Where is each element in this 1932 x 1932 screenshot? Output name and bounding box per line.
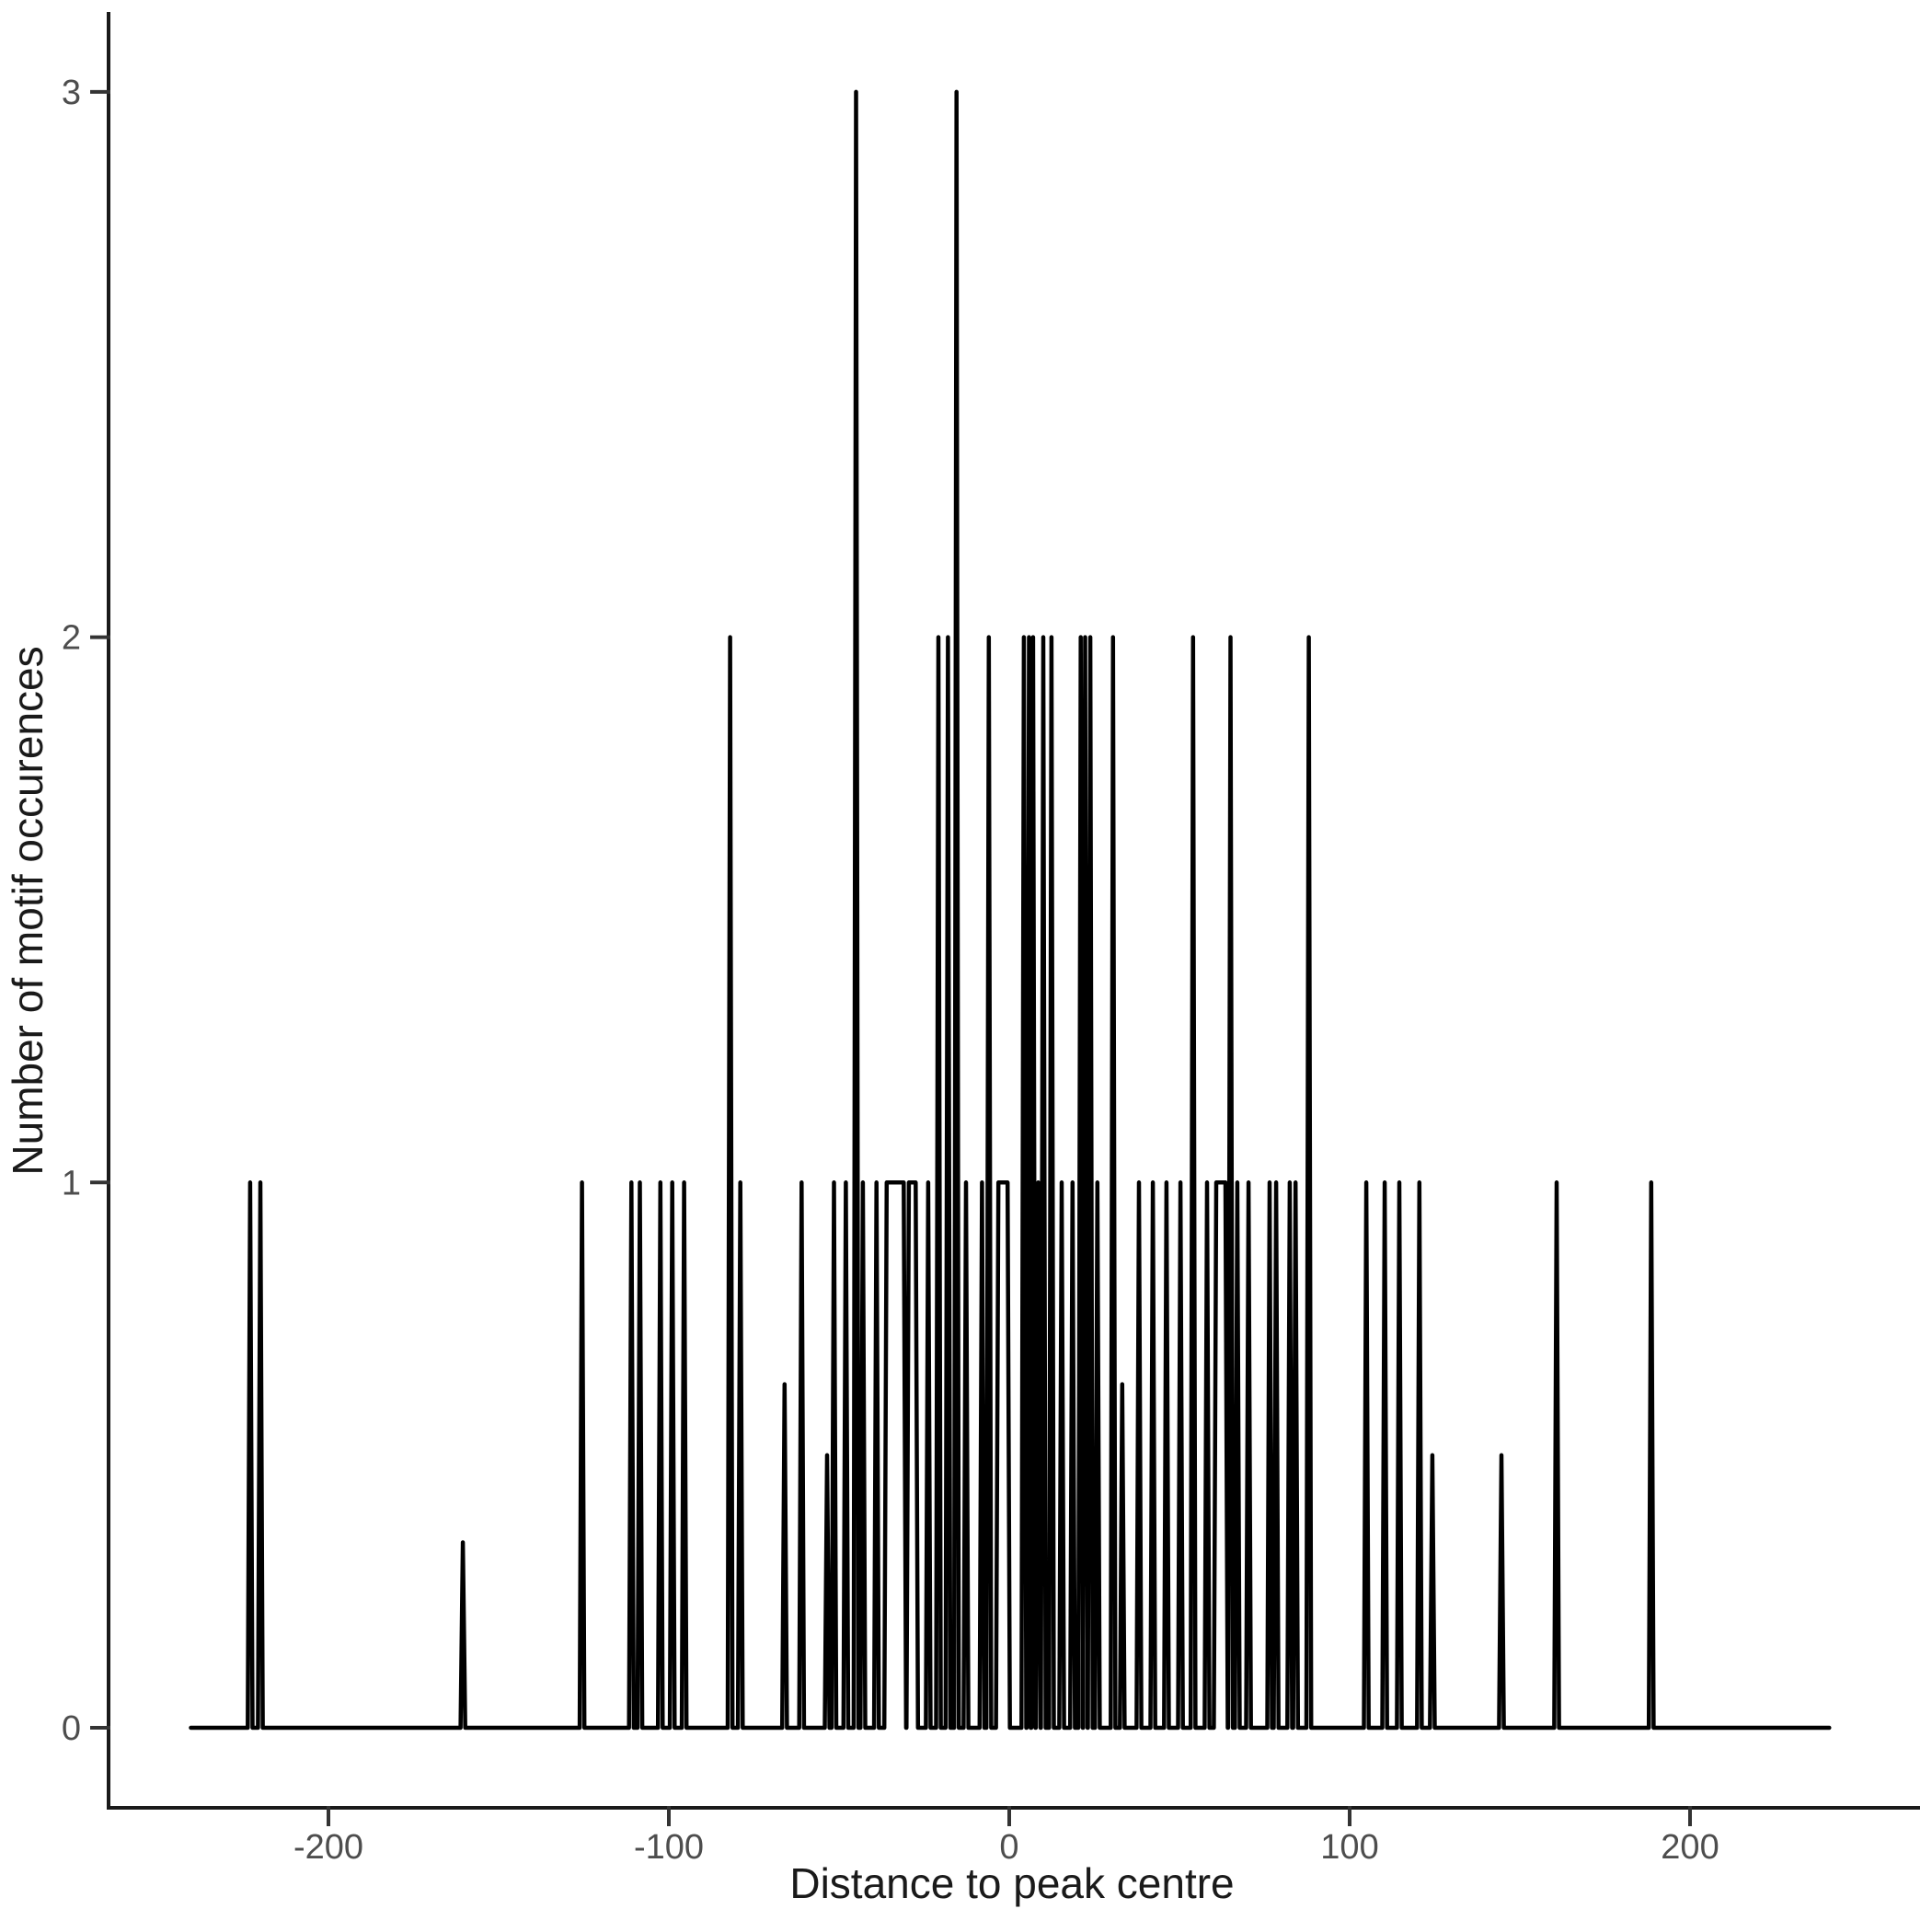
x-axis-title: Distance to peak centre	[789, 1859, 1234, 1907]
x-tick-label: -100	[634, 1828, 704, 1867]
axis-ticks: -200 -100 0 100 200 0 1 2 3	[62, 74, 1719, 1867]
y-tick-label: 2	[62, 619, 81, 658]
y-tick-label: 3	[62, 74, 81, 112]
y-axis-title: Number of motif occurences	[4, 646, 52, 1175]
x-tick-label: 0	[999, 1828, 1018, 1867]
y-tick-label: 1	[62, 1164, 81, 1202]
x-tick-label: 100	[1320, 1828, 1378, 1867]
x-tick-label: -200	[293, 1828, 363, 1867]
y-tick-label: 0	[62, 1709, 81, 1748]
data-series	[189, 89, 1832, 1731]
occurrence-line	[189, 89, 1832, 1731]
x-tick-label: 200	[1661, 1828, 1719, 1867]
axes	[107, 12, 1920, 1810]
